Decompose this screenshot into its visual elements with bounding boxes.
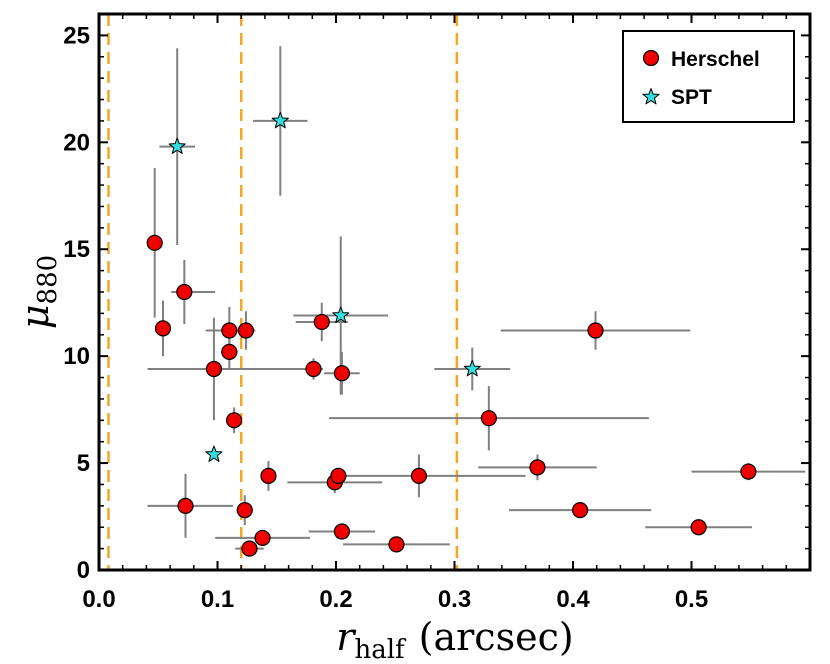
spt-point-2 — [271, 111, 289, 129]
herschel-point-4 — [205, 360, 223, 378]
tick-labels: 0.0 0.1 0.2 0.3 0.4 0.5 0 5 10 15 20 25 — [63, 22, 708, 613]
herschel-point-22 — [529, 459, 546, 476]
herschel-point-9 — [236, 502, 253, 519]
legend-spt-label: SPT — [671, 86, 712, 109]
spt-point-3 — [332, 306, 350, 323]
herschel-point-5 — [221, 322, 238, 339]
x-tick-label: 0.3 — [438, 586, 471, 613]
legend: Herschel SPT — [622, 30, 795, 123]
herschel-point-2 — [176, 283, 193, 301]
herschel-point-6 — [221, 343, 238, 360]
spt-point-4 — [463, 359, 481, 377]
herschel-point-12 — [260, 467, 277, 485]
herschel-point-11 — [254, 529, 271, 547]
herschel-point-1 — [154, 320, 172, 337]
herschel-point-0 — [146, 234, 163, 251]
herschel-point-17 — [333, 365, 351, 382]
spt-point-0 — [168, 137, 186, 154]
herschel-point-25 — [690, 519, 707, 536]
y-tick-label: 15 — [63, 236, 90, 263]
herschel-point-18 — [333, 523, 351, 540]
herschel-point-13 — [305, 360, 322, 378]
herschel-point-8 — [237, 322, 255, 339]
legend-box — [622, 30, 795, 123]
y-tick-label: 10 — [63, 343, 90, 370]
herschel-point-16 — [330, 467, 347, 485]
x-axis-title: rhalf (arcsec) — [336, 615, 573, 664]
x-tick-label: 0.2 — [319, 586, 352, 613]
herschel-point-24 — [587, 322, 604, 339]
y-tick-label: 25 — [63, 22, 90, 49]
herschel-point-20 — [410, 467, 428, 485]
herschel-point-7 — [225, 412, 243, 429]
reference-lines — [107, 14, 459, 570]
herschel-point-26 — [740, 463, 757, 480]
herschel-point-10 — [241, 540, 258, 557]
legend-herschel-label: Herschel — [671, 48, 760, 71]
spt-point-1 — [205, 445, 223, 462]
y-tick-label: 0 — [77, 557, 90, 584]
herschel-point-19 — [388, 536, 405, 553]
x-tick-label: 0.5 — [675, 586, 708, 613]
y-tick-label: 5 — [77, 450, 90, 477]
data-markers — [146, 111, 757, 557]
y-axis-title: μ880 — [13, 255, 63, 329]
herschel-point-21 — [480, 410, 497, 427]
legend-herschel-marker — [642, 49, 660, 67]
legend-spt-marker — [642, 88, 660, 105]
herschel-point-14 — [313, 313, 330, 331]
y-tick-label: 20 — [63, 129, 90, 156]
herschel-point-3 — [177, 497, 194, 514]
x-tick-label: 0.4 — [556, 586, 590, 613]
plot-frame — [97, 12, 812, 572]
x-tick-label: 0.0 — [82, 586, 115, 613]
herschel-point-23 — [572, 502, 589, 519]
x-tick-label: 0.1 — [201, 586, 234, 613]
